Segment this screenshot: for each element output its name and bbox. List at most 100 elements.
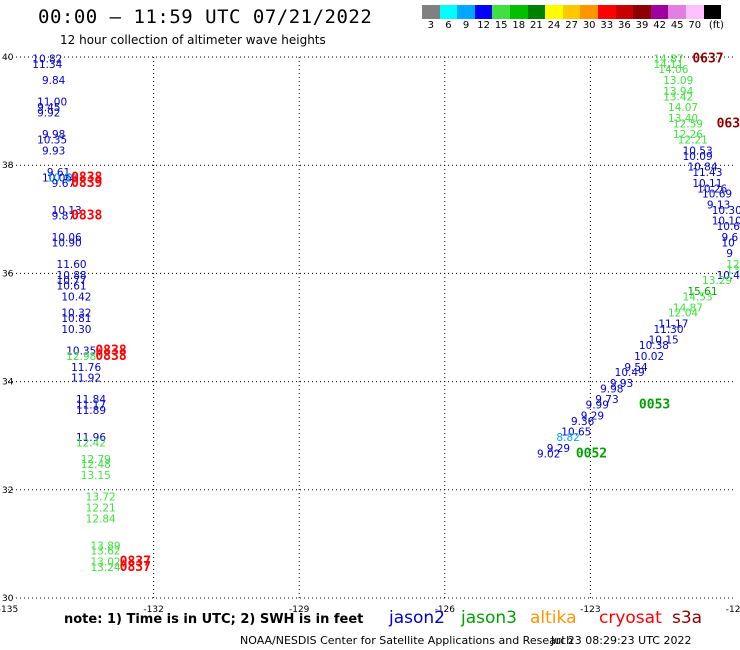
wave-height-label: 10.06 <box>42 172 72 184</box>
x-tick-label: -120 <box>726 605 740 615</box>
wave-height-label: 13.29 <box>702 275 732 287</box>
wave-height-label: 10.49 <box>717 270 740 282</box>
color-scale-label: 45 <box>670 20 684 31</box>
wave-height-label: 9.99 <box>586 400 609 412</box>
wave-height-label: 10.61 <box>57 281 87 293</box>
pass-time-label: 0838 <box>71 170 102 185</box>
x-tick-label: -129 <box>289 605 310 615</box>
color-scale-labels: 3 6 9 12 15 18 21 24 27 30 33 36 39 42 45 70 (ft) <box>422 19 740 31</box>
wave-height-label: 10.65 <box>561 427 591 439</box>
color-swatch <box>422 5 440 19</box>
wave-height-label: 10.30 <box>61 324 91 336</box>
color-scale-label: 70 <box>688 20 702 31</box>
color-scale-label: (ft) <box>708 20 724 31</box>
wave-height-label: 9 <box>726 248 733 260</box>
wave-height-label: 11.34 <box>32 59 62 71</box>
wave-height-label: 13.42 <box>663 91 693 103</box>
pass-time-label: 0839 <box>71 176 102 191</box>
color-swatch <box>439 5 458 19</box>
wave-height-label: 11.00 <box>37 97 67 109</box>
x-tick-label: -123 <box>580 605 600 615</box>
footer-credit: NOAA/NESDIS Center for Satellite Applica… <box>240 634 574 647</box>
wave-height-label: 10.90 <box>52 237 82 249</box>
x-tick-label: -135 <box>0 605 18 615</box>
color-scale-label: 39 <box>635 20 649 31</box>
y-tick-label: 40 <box>2 53 14 63</box>
wave-height-label: 10.09 <box>683 151 713 163</box>
y-tick-label: 30 <box>2 594 14 604</box>
color-swatch <box>703 5 722 19</box>
wave-height-label: 9.29 <box>547 443 570 455</box>
pass-time-label: 0053 <box>639 398 670 413</box>
wave-height-label: 10.49 <box>615 367 645 379</box>
wave-height-label: 9.36 <box>571 416 595 428</box>
wave-height-label: 15.61 <box>687 286 717 298</box>
color-scale-label: 30 <box>582 20 596 31</box>
wave-height-label: 14.07 <box>668 102 698 114</box>
color-swatch <box>457 5 475 19</box>
color-swatch <box>527 5 546 19</box>
legend-item-jason2: jason2 <box>389 608 445 628</box>
wave-height-label: 10.82 <box>32 53 62 65</box>
color-swatch <box>562 5 581 19</box>
color-scale-label: 15 <box>494 20 508 31</box>
color-scale-label: 33 <box>600 20 614 31</box>
wave-height-label: 9.54 <box>624 362 648 374</box>
wave-height-label: 10.13 <box>52 205 82 217</box>
x-tick-label: -126 <box>435 605 456 615</box>
wave-height-label: 12.84 <box>86 513 116 525</box>
wave-height-label: 10.53 <box>683 145 713 157</box>
wave-height-label: 9.45 <box>37 102 60 114</box>
wave-height-label: 13.62 <box>91 546 121 558</box>
wave-height-label: 8.82 <box>556 432 579 444</box>
wave-height-label: 9.13 <box>707 199 730 211</box>
wave-height-label: 9.6 <box>721 232 738 244</box>
page-subtitle: 12 hour collection of altimeter wave hei… <box>60 33 326 47</box>
pass-time-label: 0636 <box>717 116 740 131</box>
wave-height-label: 10.30 <box>712 205 740 217</box>
wave-height-label: 13.15 <box>81 470 111 482</box>
wave-height-label: 11.76 <box>71 362 101 374</box>
wave-height-label: 11.92 <box>71 373 101 385</box>
wave-height-label: 9.02 <box>537 448 560 460</box>
wave-height-label: 13 <box>726 264 739 276</box>
wave-height-label: 11.17 <box>658 319 688 331</box>
wave-height-label: 12.26 <box>673 129 703 141</box>
wave-height-label: 10.06 <box>52 232 82 244</box>
wave-height-label: 14.87 <box>673 302 703 314</box>
color-scale-label: 12 <box>477 20 490 31</box>
color-swatch <box>650 5 669 19</box>
pass-time-label: 0838 <box>71 208 102 223</box>
wave-height-label: 9.93 <box>42 145 65 157</box>
color-swatch <box>545 5 563 19</box>
wave-height-label: 10.69 <box>702 189 732 201</box>
wave-height-label: 13.40 <box>668 113 698 125</box>
legend-note: note: 1) Time is in UTC; 2) SWH is in fe… <box>64 612 364 627</box>
color-scale-swatches <box>422 5 740 19</box>
wave-height-label: 9.98 <box>600 383 623 395</box>
color-swatch <box>615 5 634 19</box>
wave-height-label: 11.96 <box>76 432 106 444</box>
wave-height-label: 12.21 <box>86 502 116 514</box>
legend-item-jason3: jason3 <box>461 608 517 628</box>
wave-height-label: 10.32 <box>61 308 91 320</box>
wave-height-label: 11.60 <box>57 259 87 271</box>
wave-height-label: 10.6 <box>717 221 740 233</box>
color-scale-label: 36 <box>618 20 631 31</box>
color-swatch <box>668 5 686 19</box>
color-swatch <box>685 5 704 19</box>
wave-height-label: 12.98 <box>66 351 96 363</box>
wave-height-label: 12 <box>726 259 739 271</box>
color-scale: 3 6 9 12 15 18 21 24 27 30 33 36 39 42 45 70 (ft) <box>422 5 740 31</box>
color-scale-label: 6 <box>445 20 452 31</box>
color-swatch <box>492 5 510 19</box>
color-scale-label: 24 <box>547 20 561 31</box>
color-swatch <box>580 5 598 19</box>
color-swatch <box>509 5 528 19</box>
wave-height-label: 10 <box>721 237 734 249</box>
wave-height-label: 10.42 <box>61 291 91 303</box>
wave-height-label: 9.73 <box>595 394 618 406</box>
wave-height-label: 14.11 <box>653 59 683 71</box>
color-swatch <box>633 5 651 19</box>
